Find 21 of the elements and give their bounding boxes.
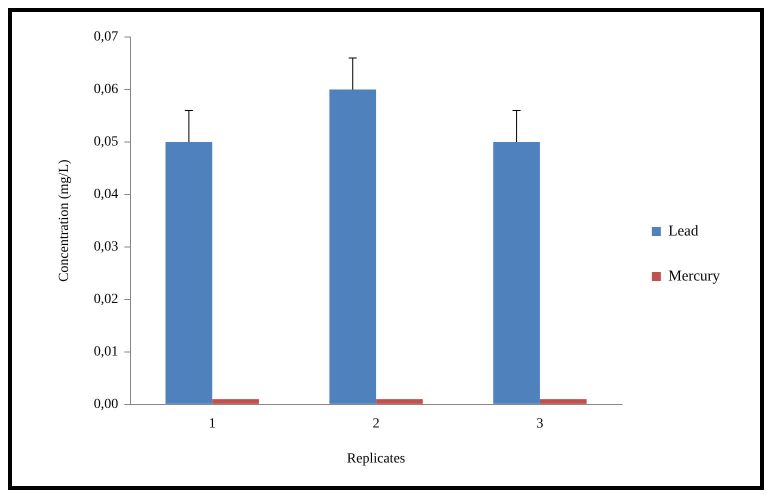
y-tick-label: 0,06 bbox=[94, 82, 118, 98]
bar bbox=[376, 399, 423, 404]
y-tick-label: 0,00 bbox=[94, 397, 118, 412]
y-tick-label: 0,03 bbox=[94, 240, 118, 255]
bar bbox=[166, 142, 212, 404]
x-tick-label: 1 bbox=[208, 416, 216, 432]
y-axis-title: Concentration (mg/L) bbox=[57, 159, 72, 282]
x-axis-title: Replicates bbox=[346, 451, 406, 466]
y-tick-label: 0,07 bbox=[94, 30, 118, 45]
y-tick-label: 0,02 bbox=[94, 292, 118, 308]
y-tick-label: 0,04 bbox=[94, 187, 118, 202]
bar bbox=[212, 399, 259, 404]
x-tick-label: 3 bbox=[536, 416, 544, 432]
x-tick-label: 2 bbox=[372, 416, 380, 432]
y-tick-label: 0,01 bbox=[94, 344, 118, 360]
legend-label: Mercury bbox=[668, 268, 720, 284]
bar bbox=[329, 89, 376, 404]
bar bbox=[493, 142, 540, 404]
y-tick-label: 0,05 bbox=[94, 134, 118, 150]
bar bbox=[540, 399, 587, 404]
legend-label: Lead bbox=[668, 223, 699, 240]
